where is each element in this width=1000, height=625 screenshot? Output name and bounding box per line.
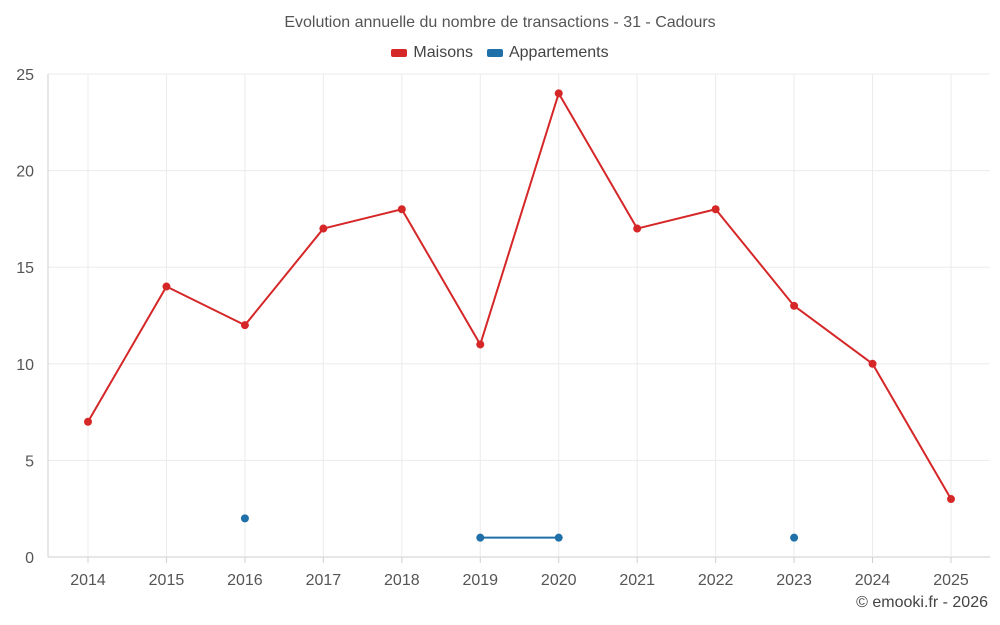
series-maisons-point-2021[interactable]: Maisons 2021: 17 (633, 224, 642, 233)
x-tick-label-2025: 2025 (933, 572, 969, 589)
series-maisons-segment-2014-2015 (87, 285, 168, 423)
x-tick-label-2016: 2016 (227, 572, 263, 589)
legend: Maisons Appartements (0, 44, 1000, 62)
series-maisons-segment-2021-2022 (636, 208, 717, 230)
series-maisons-segment-2022-2023 (714, 208, 796, 307)
series-maisons-point-2025[interactable]: Maisons 2025: 3 (947, 495, 955, 504)
series-appartements-point-2019[interactable]: Appartements 2019: 1 (476, 533, 485, 542)
series-maisons-point-2018[interactable]: Maisons 2018: 18 (397, 205, 406, 214)
series-maisons-point-2024[interactable]: Maisons 2024: 10 (868, 359, 877, 368)
x-tick-label-2021: 2021 (619, 572, 655, 589)
x-tick-label-2023: 2023 (776, 572, 812, 589)
series-appartements-point-2023[interactable]: Appartements 2023: 1 (790, 533, 799, 542)
series-maisons-segment-2017-2018 (322, 208, 403, 230)
x-tick-label-2017: 2017 (306, 572, 342, 589)
series-maisons-segment-2018-2019 (400, 208, 482, 346)
series-maisons-segment-2024-2025 (871, 362, 952, 501)
legend-label-maisons: Maisons (413, 44, 473, 61)
legend-swatch-maisons (391, 49, 408, 57)
chart-title: Evolution annuelle du nombre de transact… (284, 14, 716, 31)
series-maisons-point-2020[interactable]: Maisons 2020: 24 (554, 89, 563, 98)
y-tick-label-25: 25 (16, 67, 34, 84)
series-maisons-segment-2019-2020 (479, 92, 560, 346)
series-maisons-point-2019[interactable]: Maisons 2019: 11 (476, 340, 485, 349)
series-maisons-segment-2020-2021 (557, 92, 639, 230)
x-tick-label-2024: 2024 (855, 572, 891, 589)
x-tick-label-2022: 2022 (698, 572, 734, 589)
series-maisons-point-2017[interactable]: Maisons 2017: 17 (319, 224, 328, 233)
y-tick-label-15: 15 (16, 260, 34, 277)
y-tick-label-5: 5 (25, 453, 34, 470)
series-maisons-segment-2023-2024 (793, 304, 874, 365)
y-tick-label-10: 10 (16, 357, 34, 374)
series-maisons-point-2016[interactable]: Maisons 2016: 12 (240, 321, 249, 330)
x-tick-label-2014: 2014 (70, 572, 106, 589)
series-maisons-point-2022[interactable]: Maisons 2022: 18 (711, 205, 720, 214)
series-appartements-point-2020[interactable]: Appartements 2020: 1 (554, 533, 563, 542)
legend-label-appartements: Appartements (508, 44, 609, 61)
x-tick-label-2015: 2015 (149, 572, 185, 589)
credit-text: © emooki.fr - 2026 (856, 594, 988, 611)
series-maisons-segment-2016-2017 (243, 227, 325, 327)
x-tick-label-2019: 2019 (462, 572, 498, 589)
legend-swatch-appartements (486, 49, 503, 57)
series-maisons-point-2014[interactable]: Maisons 2014: 7 (84, 417, 92, 426)
series-appartements-point-2016[interactable]: Appartements 2016: 2 (240, 514, 249, 523)
y-tick-label-20: 20 (16, 164, 34, 181)
y-tick-label-0: 0 (25, 550, 34, 567)
series-maisons-point-2015[interactable]: Maisons 2015: 14 (162, 282, 171, 291)
legend-item-maisons[interactable]: Maisons (391, 44, 473, 62)
x-tick-label-2020: 2020 (541, 572, 577, 589)
series-maisons-segment-2015-2016 (165, 285, 246, 327)
series-maisons-point-2023[interactable]: Maisons 2023: 13 (790, 301, 799, 310)
x-tick-label-2018: 2018 (384, 572, 420, 589)
legend-item-appartements[interactable]: Appartements (486, 44, 609, 62)
